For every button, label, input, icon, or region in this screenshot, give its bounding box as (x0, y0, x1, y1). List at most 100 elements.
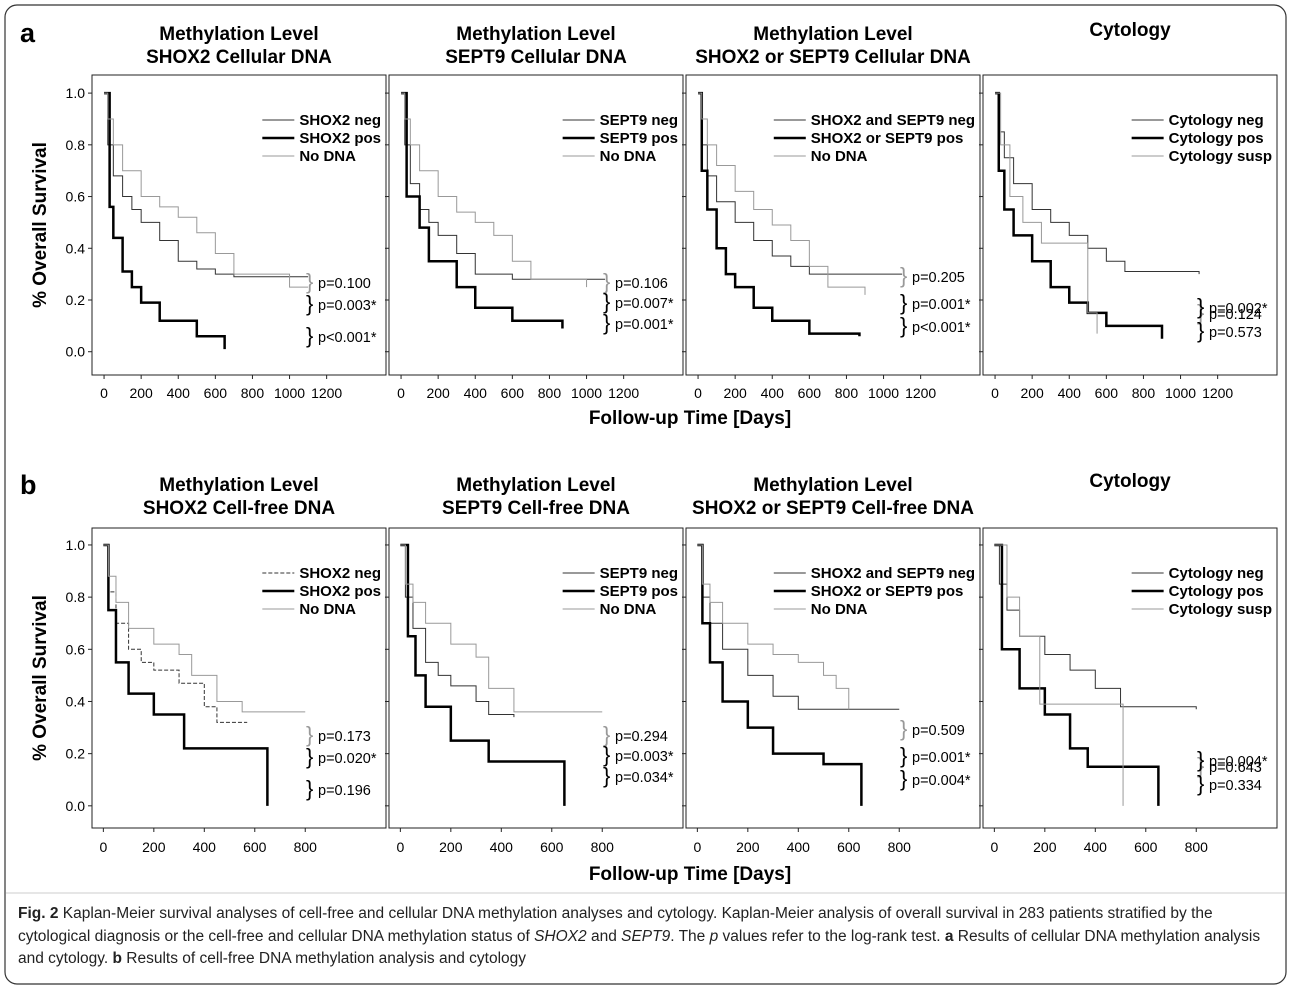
chart-title: Methylation Level (159, 24, 318, 45)
brace: } (1197, 771, 1204, 796)
x-tick-label: 1200 (608, 385, 639, 401)
legend-label: No DNA (299, 601, 356, 618)
chart-title: Methylation Level (456, 475, 615, 496)
y-tick-label: 0.8 (66, 589, 86, 605)
caption: Fig. 2 Kaplan-Meier survival analyses of… (18, 903, 1276, 971)
plot-frame (685, 74, 981, 376)
legend-label: SHOX2 neg (299, 112, 381, 129)
p-value: p=0.509 (912, 723, 965, 739)
p-value: p=0.034* (615, 770, 674, 786)
y-tick-label: 1.0 (66, 537, 86, 553)
brace: } (1197, 318, 1204, 343)
x-tick-label: 600 (243, 839, 267, 855)
legend-label: SEPT9 neg (600, 565, 678, 582)
brace: } (900, 766, 907, 791)
brace: } (900, 743, 907, 768)
legend-label: Cytology pos (1169, 130, 1264, 147)
chart-subtitle: SEPT9 Cell-free DNA (442, 498, 630, 519)
caption-text: a (944, 927, 954, 945)
survival-line (103, 544, 248, 723)
x-tick-label: 600 (204, 385, 228, 401)
x-tick-label: 1000 (868, 385, 899, 401)
panel-label: b (20, 470, 37, 500)
brace: } (603, 289, 610, 314)
survival-line (698, 92, 903, 275)
p-value: p=0.020* (318, 751, 377, 767)
brace: } (900, 716, 907, 741)
survival-line (994, 544, 1124, 806)
x-tick-label: 600 (798, 385, 822, 401)
p-value: p=0.007* (615, 296, 674, 312)
x-tick-label: 200 (426, 385, 450, 401)
legend-label: Cytology neg (1169, 112, 1264, 129)
chart-subtitle: SEPT9 Cellular DNA (445, 47, 627, 68)
legend-label: Cytology susp (1169, 601, 1272, 618)
legend-label: SHOX2 or SEPT9 pos (811, 130, 964, 147)
x-tick-label: 0 (990, 839, 998, 855)
y-tick-label: 0.4 (66, 693, 86, 709)
plot-frame (91, 527, 387, 829)
x-tick-label: 0 (991, 385, 999, 401)
x-tick-label: 0 (693, 839, 701, 855)
x-tick-label: 1000 (274, 385, 305, 401)
legend-label: No DNA (600, 601, 657, 618)
survival-line (400, 544, 515, 718)
p-value: p=0.002* (1209, 301, 1268, 317)
caption-text: and (586, 927, 622, 945)
y-tick-label: 1.0 (66, 85, 86, 101)
y-tick-label: 0.4 (66, 240, 86, 256)
x-tick-label: 0 (397, 385, 405, 401)
x-tick-label: 800 (591, 839, 615, 855)
chart-title: Cytology (1089, 20, 1171, 41)
legend-label: Cytology neg (1169, 565, 1264, 582)
brace: } (1197, 753, 1204, 778)
y-tick-label: 0.6 (66, 641, 86, 657)
y-tick-label: 0.6 (66, 189, 86, 205)
survival-line (104, 92, 309, 288)
legend-label: SEPT9 pos (600, 130, 678, 147)
x-tick-label: 600 (1095, 385, 1119, 401)
y-tick-label: 0.8 (66, 137, 86, 153)
plot-frame (982, 527, 1278, 829)
legend-label: No DNA (600, 148, 657, 165)
x-tick-label: 400 (490, 839, 514, 855)
brace: } (306, 291, 313, 316)
chart-title: Methylation Level (456, 24, 615, 45)
p-value: p=0.001* (912, 297, 971, 313)
caption-text: . The (670, 927, 710, 945)
x-tick-label: 400 (787, 839, 811, 855)
x-tick-label: 200 (142, 839, 166, 855)
x-tick-label: 0 (100, 385, 108, 401)
x-tick-label: 400 (167, 385, 191, 401)
survival-line (698, 91, 861, 337)
y-tick-label: 0.2 (66, 292, 86, 308)
brace: } (603, 722, 610, 747)
survival-line (400, 543, 566, 806)
brace: } (1197, 747, 1204, 772)
x-tick-label: 800 (294, 839, 318, 855)
p-value: p=0.106 (615, 276, 668, 292)
legend-label: No DNA (811, 148, 868, 165)
legend-label: SHOX2 and SEPT9 neg (811, 112, 975, 129)
caption-text: b (112, 950, 122, 967)
survival-line (995, 91, 1164, 339)
x-tick-label: 400 (761, 385, 785, 401)
caption-text: Kaplan-Meier survival analyses of cell-f… (18, 905, 1213, 945)
brace: } (603, 310, 610, 335)
brace: } (1197, 300, 1204, 325)
p-value: p=0.003* (615, 749, 674, 765)
caption-text: Results of cell-free DNA methylation ana… (121, 950, 527, 967)
p-value: p=0.004* (912, 773, 971, 789)
survival-line (994, 544, 1197, 710)
p-value: p=0.205 (912, 270, 965, 286)
p-value: p=0.334 (1209, 778, 1262, 794)
chart-subtitle: SHOX2 Cell-free DNA (143, 498, 335, 519)
x-tick-label: 1000 (571, 385, 602, 401)
plot-frame (388, 527, 684, 829)
survival-line (401, 91, 564, 329)
figure-border (4, 4, 1287, 985)
x-tick-label: 400 (1058, 385, 1082, 401)
x-axis-label: Follow-up Time [Days] (589, 864, 791, 885)
x-tick-label: 1200 (1202, 385, 1233, 401)
